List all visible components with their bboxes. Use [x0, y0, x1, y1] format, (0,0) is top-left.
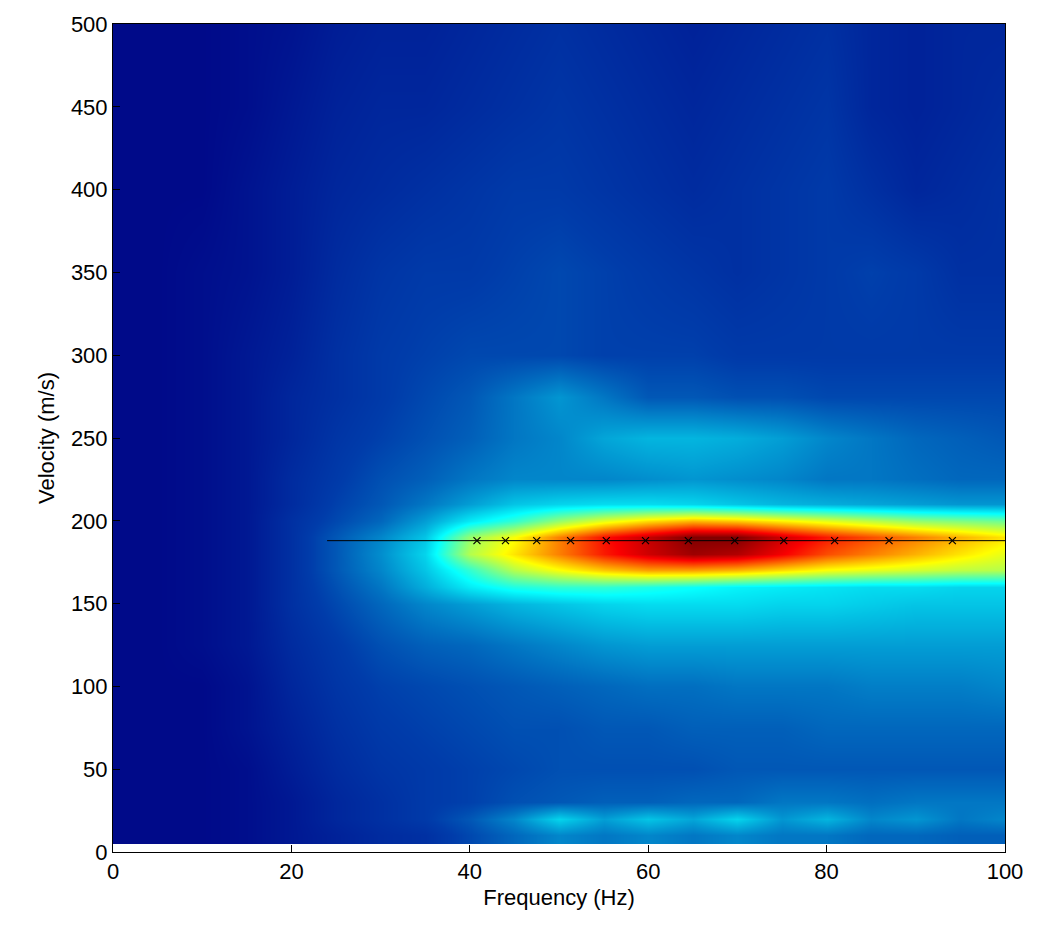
svg-text:Velocity (m/s): Velocity (m/s) — [34, 372, 59, 504]
svg-text:350: 350 — [71, 260, 108, 285]
svg-text:40: 40 — [458, 859, 482, 884]
svg-text:100: 100 — [71, 674, 108, 699]
svg-text:80: 80 — [814, 859, 838, 884]
svg-text:450: 450 — [71, 95, 108, 120]
svg-text:100: 100 — [987, 859, 1024, 884]
svg-text:50: 50 — [83, 757, 107, 782]
svg-text:200: 200 — [71, 509, 108, 534]
svg-text:400: 400 — [71, 177, 108, 202]
svg-text:Frequency (Hz): Frequency (Hz) — [483, 885, 635, 910]
svg-text:300: 300 — [71, 343, 108, 368]
svg-text:250: 250 — [71, 426, 108, 451]
svg-text:60: 60 — [636, 859, 660, 884]
svg-text:20: 20 — [279, 859, 303, 884]
svg-text:0: 0 — [95, 840, 107, 865]
svg-text:500: 500 — [71, 12, 108, 37]
svg-text:0: 0 — [107, 859, 119, 884]
svg-text:150: 150 — [71, 591, 108, 616]
